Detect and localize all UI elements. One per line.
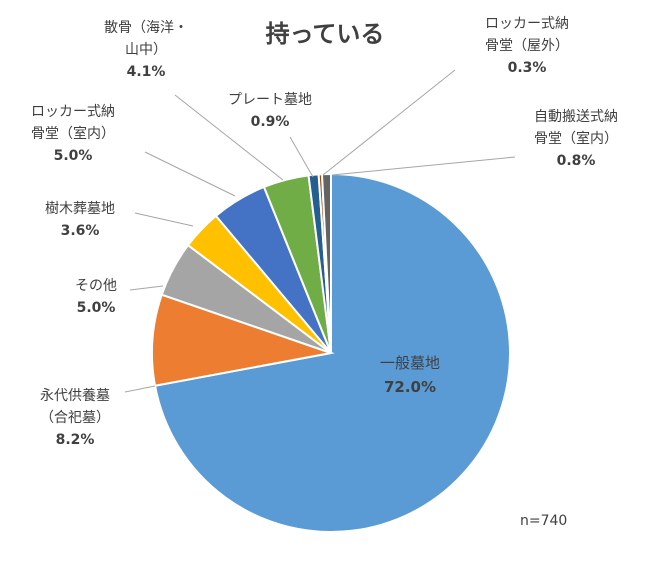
slice-percent-label: 0.9% <box>251 114 290 130</box>
slice-percent-label: 8.2% <box>56 432 95 448</box>
leader-line <box>331 156 516 176</box>
slice-label: 山中） <box>125 42 167 58</box>
slice-label: 樹木葬墓地 <box>45 201 115 217</box>
leader-lines <box>124 69 516 393</box>
leader-line <box>289 136 314 178</box>
slice-percent-label: 4.1% <box>127 64 166 80</box>
pie-slices <box>151 172 511 533</box>
slice-label: ロッカー式納 <box>31 104 115 120</box>
slice-percent-label: 5.0% <box>54 148 93 164</box>
slice-label: 骨堂（屋外） <box>485 38 569 54</box>
slice-percent-label: 5.0% <box>77 300 116 316</box>
slice-percent-label: 3.6% <box>61 223 100 239</box>
slice-label: 自動搬送式納 <box>534 109 618 125</box>
slice-percent-label: 0.3% <box>508 60 547 76</box>
slice-label: 骨堂（室内） <box>31 125 115 142</box>
leader-line <box>174 94 284 181</box>
slice-label: その他 <box>75 278 117 294</box>
leader-line <box>124 385 156 393</box>
leader-line <box>134 212 194 227</box>
slice-label: ロッカー式納 <box>485 16 569 32</box>
slice-label: プレート墓地 <box>228 92 312 108</box>
slice-label: 散骨（海洋・ <box>104 20 188 36</box>
slice-percent-label: 72.0% <box>384 378 436 396</box>
slice-label: 一般墓地 <box>380 354 440 372</box>
slice-percent-label: 0.8% <box>557 153 596 169</box>
leader-line <box>322 69 456 176</box>
slice-label: 骨堂（室内） <box>534 130 618 147</box>
leader-line <box>144 151 236 197</box>
pie-slice <box>320 172 332 354</box>
chart-title: 持っている <box>266 20 385 48</box>
slice-labels: 一般墓地 72.0% 永代供養墓 （合祀墓） 8.2% その他 5.0% 樹木葬墓地 3.6% ロ… <box>31 16 618 448</box>
slice-label: （合祀墓） <box>40 410 110 426</box>
sample-size-note: n=740 <box>520 513 567 529</box>
leader-line <box>129 285 164 291</box>
pie-slice <box>151 293 335 387</box>
slice-label: 永代供養墓 <box>40 387 110 404</box>
